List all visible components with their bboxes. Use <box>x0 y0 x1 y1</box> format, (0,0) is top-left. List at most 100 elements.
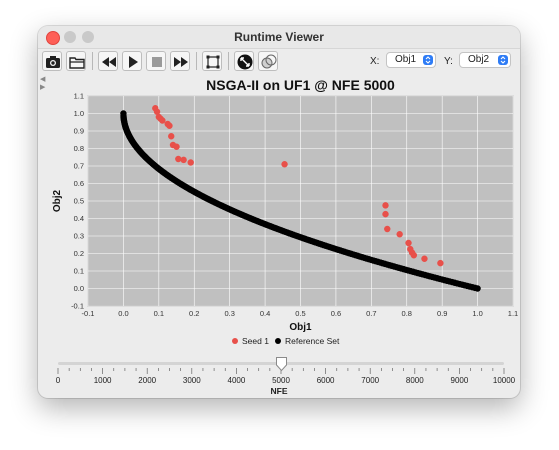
toolbar-separator <box>228 52 229 70</box>
close-window-button[interactable] <box>46 31 60 45</box>
seed-1-point <box>168 133 175 140</box>
slider-tick-label: 9000 <box>451 376 469 385</box>
x-tick-label: 0.4 <box>260 309 270 318</box>
seed-1-point <box>173 143 180 150</box>
y-axis-select[interactable]: Obj2 <box>459 52 511 68</box>
y-tick-label: 1.0 <box>74 109 84 118</box>
seed-1-point <box>166 122 173 129</box>
y-tick-label: 0.2 <box>74 249 84 258</box>
slider-tick-label: 3000 <box>183 376 201 385</box>
y-tick-label: 0.7 <box>74 162 84 171</box>
fast-forward-button[interactable] <box>170 51 190 71</box>
seed-1-point <box>159 117 166 124</box>
chevron-updown-icon <box>498 55 508 65</box>
x-tick-label: 0.0 <box>118 309 128 318</box>
seed-1-point <box>405 239 412 247</box>
window-title: Runtime Viewer <box>234 30 324 44</box>
seed-1-point <box>437 259 444 267</box>
open-folder-button[interactable] <box>66 51 86 71</box>
x-tick-label: -0.1 <box>82 309 95 318</box>
y-axis-label: Obj2 <box>52 189 63 212</box>
y-tick-label: 0.5 <box>74 197 84 206</box>
x-tick-label: 0.6 <box>331 309 341 318</box>
seed-1-point <box>187 159 194 166</box>
slider-tick-label: 10000 <box>493 376 516 385</box>
slider-tick-label: 5000 <box>272 376 290 385</box>
y-tick-label: 0.1 <box>74 267 84 276</box>
chart-title: NSGA-II on UF1 @ NFE 5000 <box>206 77 395 93</box>
x-tick-label: 0.3 <box>224 309 234 318</box>
title-bar: Runtime Viewer <box>38 26 520 49</box>
slider-tick-label: 7000 <box>361 376 379 385</box>
slider-tick-label: 4000 <box>228 376 246 385</box>
seed-1-point <box>180 156 187 164</box>
y-axis-select-value: Obj2 <box>468 54 490 65</box>
panel-collapse-arrows[interactable]: ◀ ▶ <box>40 76 46 91</box>
seed-1-point <box>421 255 428 262</box>
x-tick-label: 0.8 <box>402 309 412 318</box>
x-tick-label: 0.7 <box>366 309 376 318</box>
play-button[interactable] <box>122 51 142 71</box>
legend-reference-set-marker <box>275 338 281 344</box>
slider-tick-label: 2000 <box>138 376 156 385</box>
toolbar-separator <box>196 52 197 70</box>
y-tick-label: 0.8 <box>74 144 84 153</box>
seed-1-point <box>281 161 288 168</box>
chart: NSGA-II on UF1 @ NFE 5000 -0.1 0.0 0.1 0.2 0.… <box>52 77 518 346</box>
slider-tick-label: 6000 <box>317 376 335 385</box>
stop-icon <box>152 57 162 67</box>
seed-1-point <box>410 252 418 259</box>
folder-icon <box>69 57 85 69</box>
zoom-window-button[interactable] <box>82 31 94 43</box>
x-tick-label: 0.2 <box>189 309 199 318</box>
fit-bounds-button[interactable] <box>202 51 222 71</box>
compare-button[interactable] <box>258 51 278 71</box>
slider-label: NFE <box>271 386 288 396</box>
y-axis-selector-label: Y: <box>444 56 453 67</box>
slider-tick-label: 0 <box>56 376 61 385</box>
play-icon <box>129 56 138 68</box>
nfe-slider-scale: 0 1000 2000 3000 4000 5000 6000 7000 8000 9000 100… <box>56 368 516 396</box>
toolbar-separator <box>92 52 93 70</box>
y-tick-label: 0.6 <box>74 179 84 188</box>
stop-button[interactable] <box>146 51 166 71</box>
y-tick-label: 0.0 <box>74 284 84 293</box>
zoom-icon <box>237 54 253 70</box>
nfe-slider-area: 0 1000 2000 3000 4000 5000 6000 7000 8000 9000 100… <box>38 352 520 398</box>
rewind-icon <box>102 57 116 67</box>
fit-bounds-icon <box>206 55 220 69</box>
seed-1-point <box>382 202 389 209</box>
rewind-button[interactable] <box>98 51 118 71</box>
seed-1-point <box>384 225 391 233</box>
nfe-slider-thumb[interactable] <box>275 357 287 371</box>
overlap-circles-icon <box>261 54 277 69</box>
x-tick-label: 0.5 <box>295 309 305 318</box>
x-axis-selector-label: X: <box>370 56 380 67</box>
slider-tick-label: 1000 <box>94 376 112 385</box>
runtime-viewer-window: Runtime Viewer <box>38 26 520 398</box>
seed-1-point <box>175 155 182 163</box>
legend-seed-1-label: Seed 1 <box>242 336 269 346</box>
legend-seed-1-marker <box>232 338 238 344</box>
camera-icon <box>46 56 60 68</box>
y-tick-label: 0.9 <box>74 127 84 136</box>
toolbar: X: Obj1 Y: Obj2 <box>38 48 520 76</box>
seed-1-point <box>396 231 403 238</box>
camera-button[interactable] <box>42 51 62 71</box>
y-tick-label: -0.1 <box>71 302 84 311</box>
chevron-updown-icon <box>423 55 433 65</box>
x-tick-label: 1.1 <box>508 309 518 318</box>
x-axis-select-value: Obj1 <box>395 54 417 65</box>
seed-1-point <box>382 210 389 218</box>
reference-set-point <box>474 285 481 292</box>
x-axis-select[interactable]: Obj1 <box>386 52 436 68</box>
slider-tick-label: 8000 <box>406 376 424 385</box>
minimize-window-button[interactable] <box>64 31 76 43</box>
y-tick-label: 1.1 <box>74 92 84 101</box>
fast-forward-icon <box>174 57 188 67</box>
y-tick-label: 0.4 <box>74 214 84 223</box>
x-tick-label: 0.1 <box>154 309 164 318</box>
zoom-in-button[interactable] <box>234 51 254 71</box>
x-axis-label: Obj1 <box>289 322 312 333</box>
x-tick-label: 0.9 <box>437 309 447 318</box>
